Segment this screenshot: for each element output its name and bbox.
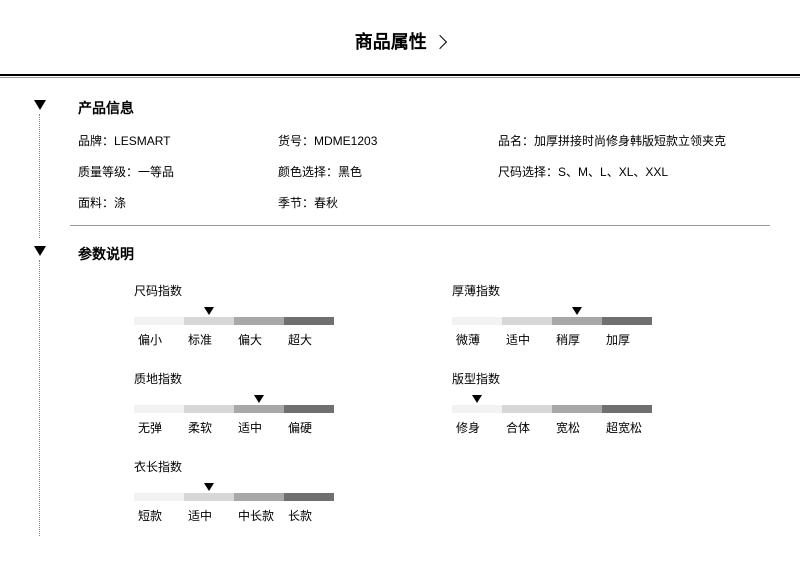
page-title-wrap: 商品属性: [0, 0, 800, 74]
product-info-grid: 品牌：LESMART 货号：MDME1203 品名：加厚拼接时尚修身韩版短款立领…: [78, 132, 770, 211]
metric-label: 中长款: [234, 507, 284, 524]
value: 一等品: [138, 165, 174, 179]
value: LESMART: [114, 134, 170, 148]
info-name: 品名：加厚拼接时尚修身韩版短款立领夹克: [498, 132, 770, 149]
metric-label: 修身: [452, 419, 502, 436]
metric-label: 适中: [184, 507, 234, 524]
gradient-bar: [134, 493, 334, 501]
metric-label: 合体: [502, 419, 552, 436]
triangle-down-icon: [34, 100, 46, 110]
metric-labels: 短款适中中长款长款: [134, 507, 334, 524]
label: 颜色选择：: [278, 165, 338, 179]
metric-label: 超宽松: [602, 419, 652, 436]
metric-label: 超大: [284, 331, 334, 348]
metric-label: 偏大: [234, 331, 284, 348]
value: S、M、L、XL、XXL: [558, 165, 668, 179]
section-product-info: 产品信息 品牌：LESMART 货号：MDME1203 品名：加厚拼接时尚修身韩…: [30, 98, 770, 226]
value: MDME1203: [314, 134, 377, 148]
metric-label: 偏小: [134, 331, 184, 348]
metric-texture: 质地指数 无弹柔软适中偏硬: [134, 370, 342, 436]
content: 产品信息 品牌：LESMART 货号：MDME1203 品名：加厚拼接时尚修身韩…: [0, 78, 800, 524]
value: 黑色: [338, 165, 362, 179]
metric-fit: 版型指数 修身合体宽松超宽松: [452, 370, 660, 436]
value: 春秋: [314, 196, 338, 210]
info-season: 季节：春秋: [278, 194, 498, 211]
metric-title: 厚薄指数: [452, 282, 660, 299]
pointer-icon: [204, 307, 214, 315]
label: 质量等级：: [78, 165, 138, 179]
info-sku: 货号：MDME1203: [278, 132, 498, 149]
section-divider: [70, 225, 770, 226]
label: 品名：: [498, 134, 534, 148]
metric-label: 无弹: [134, 419, 184, 436]
section-title-params: 参数说明: [78, 244, 770, 264]
divider-thick: [0, 74, 800, 76]
vertical-dotted-line: [39, 114, 40, 238]
metric-labels: 偏小标准偏大超大: [134, 331, 334, 348]
metric-label: 标准: [184, 331, 234, 348]
vertical-dotted-line: [39, 260, 40, 536]
value: 加厚拼接时尚修身韩版短款立领夹克: [534, 134, 726, 148]
chevron-right-icon: [433, 35, 447, 49]
metric-labels: 无弹柔软适中偏硬: [134, 419, 334, 436]
pointer-icon: [572, 307, 582, 315]
gradient-bar: [134, 317, 334, 325]
metric-label: 稍厚: [552, 331, 602, 348]
metric-title: 版型指数: [452, 370, 660, 387]
label: 季节：: [278, 196, 314, 210]
metric-label: 长款: [284, 507, 334, 524]
metric-label: 宽松: [552, 419, 602, 436]
pointer-icon: [204, 483, 214, 491]
info-size: 尺码选择：S、M、L、XL、XXL: [498, 163, 770, 180]
info-grade: 质量等级：一等品: [78, 163, 278, 180]
metric-title: 尺码指数: [134, 282, 342, 299]
value: 涤: [114, 196, 126, 210]
pointer-icon: [254, 395, 264, 403]
metric-label: 加厚: [602, 331, 652, 348]
metric-label: 微薄: [452, 331, 502, 348]
label: 品牌：: [78, 134, 114, 148]
metric-label: 短款: [134, 507, 184, 524]
metric-length: 衣长指数 短款适中中长款长款: [134, 458, 354, 524]
section-parameters: 参数说明 尺码指数 偏小标准偏大超大 厚薄指数: [30, 244, 770, 524]
metric-label: 适中: [502, 331, 552, 348]
label: 面料：: [78, 196, 114, 210]
page-title: 商品属性: [355, 28, 427, 54]
metric-labels: 微薄适中稍厚加厚: [452, 331, 652, 348]
metric-title: 质地指数: [134, 370, 342, 387]
metric-size: 尺码指数 偏小标准偏大超大: [134, 282, 342, 348]
metric-title: 衣长指数: [134, 458, 354, 475]
pointer-icon: [472, 395, 482, 403]
gradient-bar: [134, 405, 334, 413]
metric-label: 柔软: [184, 419, 234, 436]
info-fabric: 面料：涤: [78, 194, 278, 211]
metric-label: 偏硬: [284, 419, 334, 436]
metric-label: 适中: [234, 419, 284, 436]
metric-labels: 修身合体宽松超宽松: [452, 419, 652, 436]
metric-thickness: 厚薄指数 微薄适中稍厚加厚: [452, 282, 660, 348]
metrics-container: 尺码指数 偏小标准偏大超大 厚薄指数: [78, 278, 770, 524]
gradient-bar: [452, 317, 652, 325]
label: 货号：: [278, 134, 314, 148]
section-title-info: 产品信息: [78, 98, 770, 118]
gradient-bar: [452, 405, 652, 413]
triangle-down-icon: [34, 246, 46, 256]
info-color: 颜色选择：黑色: [278, 163, 498, 180]
label: 尺码选择：: [498, 165, 558, 179]
info-brand: 品牌：LESMART: [78, 132, 278, 149]
